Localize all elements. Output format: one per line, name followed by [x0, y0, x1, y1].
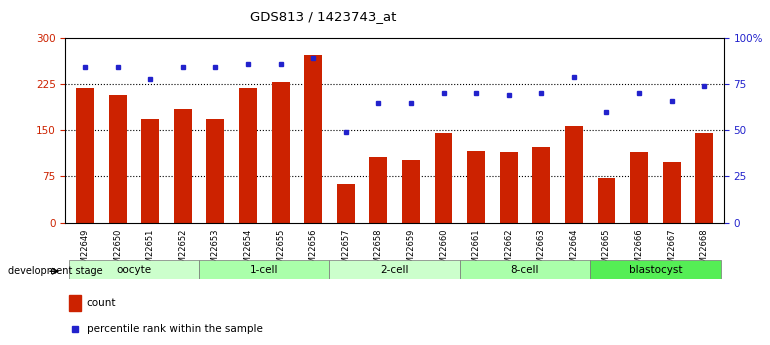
Bar	[69, 295, 81, 311]
Bar	[500, 152, 517, 223]
Text: development stage: development stage	[8, 266, 102, 276]
Bar	[141, 119, 159, 223]
Text: count: count	[86, 298, 116, 308]
Text: percentile rank within the sample: percentile rank within the sample	[86, 324, 263, 334]
Bar	[330, 260, 460, 279]
Text: GDS813 / 1423743_at: GDS813 / 1423743_at	[250, 10, 397, 23]
Bar	[370, 157, 387, 223]
Text: blastocyst: blastocyst	[628, 265, 682, 275]
Bar	[272, 82, 290, 223]
Bar	[304, 55, 322, 223]
Bar	[460, 260, 590, 279]
Bar	[467, 151, 485, 223]
Bar	[76, 88, 94, 223]
Bar	[630, 152, 648, 223]
Bar	[69, 260, 199, 279]
Bar	[174, 109, 192, 223]
Bar	[590, 260, 721, 279]
Bar	[532, 147, 551, 223]
Bar	[239, 88, 257, 223]
Bar	[109, 95, 126, 223]
Bar	[336, 184, 355, 223]
Bar	[434, 133, 453, 223]
Bar	[598, 178, 615, 223]
Text: 2-cell: 2-cell	[380, 265, 409, 275]
Text: 1-cell: 1-cell	[250, 265, 279, 275]
Bar	[402, 160, 420, 223]
Bar	[565, 126, 583, 223]
Bar	[206, 119, 224, 223]
Text: oocyte: oocyte	[116, 265, 152, 275]
Bar	[663, 162, 681, 223]
Text: 8-cell: 8-cell	[511, 265, 539, 275]
Bar	[199, 260, 330, 279]
Bar	[695, 133, 713, 223]
